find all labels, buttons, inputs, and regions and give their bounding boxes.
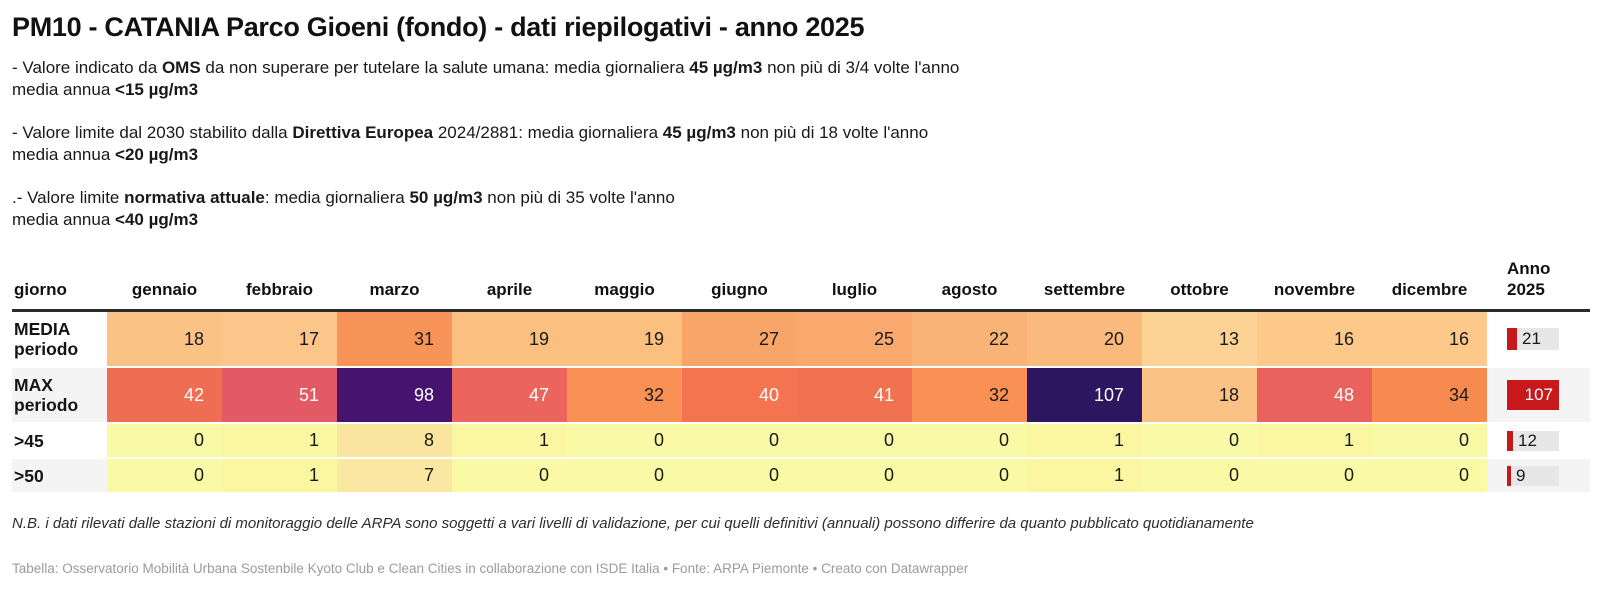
column-header-gennaio: gennaio <box>107 252 222 312</box>
heatmap-cell: 16 <box>1257 312 1372 366</box>
heatmap-cell: 22 <box>912 312 1027 366</box>
column-header-febbraio: febbraio <box>222 252 337 312</box>
heatmap-cell: 17 <box>222 312 337 366</box>
heatmap-cell: 1 <box>452 422 567 457</box>
heatmap-cell: 0 <box>1257 457 1372 492</box>
heatmap-cell: 19 <box>452 312 567 366</box>
column-header-agosto: agosto <box>912 252 1027 312</box>
year-value: 21 <box>1522 329 1541 348</box>
heatmap-cell: 0 <box>1372 457 1487 492</box>
heatmap-cell: 0 <box>107 422 222 457</box>
heatmap-cell: 0 <box>1142 422 1257 457</box>
column-header-settembre: settembre <box>1027 252 1142 312</box>
column-header-maggio: maggio <box>567 252 682 312</box>
heatmap-cell: 0 <box>567 422 682 457</box>
table-row: MAX periodo 42 51 98 47 32 40 41 32 107 18 48 34 107 <box>12 366 1590 422</box>
note-paragraph: .- Valore limite normativa attuale: medi… <box>12 188 675 229</box>
heatmap-cell: 34 <box>1372 366 1487 422</box>
heatmap-cell: 0 <box>912 422 1027 457</box>
heatmap-cell: 32 <box>567 366 682 422</box>
year-bar: 9 <box>1507 465 1559 486</box>
heatmap-cell: 41 <box>797 366 912 422</box>
year-bar: 12 <box>1507 430 1559 451</box>
heatmap-cell: 1 <box>222 457 337 492</box>
heatmap-cell: 47 <box>452 366 567 422</box>
heatmap-cell: 25 <box>797 312 912 366</box>
heatmap-cell: 1 <box>222 422 337 457</box>
year-bar-cell: 9 <box>1487 457 1590 492</box>
row-label: >50 <box>12 457 107 492</box>
year-value: 107 <box>1524 385 1553 404</box>
heatmap-cell: 0 <box>682 457 797 492</box>
heatmap-cell: 42 <box>107 366 222 422</box>
heatmap-cell: 0 <box>797 457 912 492</box>
source-credit-line: Tabella: Osservatorio Mobilità Urbana So… <box>12 561 969 576</box>
heatmap-cell: 18 <box>1142 366 1257 422</box>
table-row: >45 0 1 8 1 0 0 0 0 1 0 1 0 12 <box>12 422 1590 457</box>
column-header-giorno: giorno <box>12 252 107 312</box>
column-header-anno-2025: Anno 2025 <box>1487 252 1590 312</box>
heatmap-cell: 8 <box>337 422 452 457</box>
heatmap-cell: 27 <box>682 312 797 366</box>
note-paragraph: - Valore indicato da OMS da non superare… <box>12 58 960 99</box>
heatmap-cell: 40 <box>682 366 797 422</box>
heatmap-cell: 48 <box>1257 366 1372 422</box>
row-label: MEDIA periodo <box>14 319 79 359</box>
heatmap-cell: 1 <box>1027 457 1142 492</box>
year-bar-fill <box>1507 328 1517 350</box>
year-bar-fill <box>1507 380 1559 410</box>
page-title: PM10 - CATANIA Parco Gioeni (fondo) - da… <box>12 12 865 42</box>
year-value: 12 <box>1518 430 1537 450</box>
heatmap-cell: 20 <box>1027 312 1142 366</box>
column-header-giugno: giugno <box>682 252 797 312</box>
heatmap-cell: 1 <box>1257 422 1372 457</box>
heatmap-cell: 0 <box>452 457 567 492</box>
note-paragraph: - Valore limite dal 2030 stabilito dalla… <box>12 123 929 164</box>
heatmap-cell: 1 <box>1027 422 1142 457</box>
column-header-luglio: luglio <box>797 252 912 312</box>
heatmap-cell: 19 <box>567 312 682 366</box>
heatmap-cell: 16 <box>1372 312 1487 366</box>
heatmap-cell: 0 <box>567 457 682 492</box>
validation-footnote: N.B. i dati rilevati dalle stazioni di m… <box>12 515 1254 532</box>
year-value: 9 <box>1516 465 1526 485</box>
pm10-summary-table: giorno gennaio febbraio marzo aprile maggio gi… <box>12 252 1590 492</box>
year-bar-fill <box>1507 465 1511 486</box>
column-header-aprile: aprile <box>452 252 567 312</box>
heatmap-cell: 51 <box>222 366 337 422</box>
heatmap-cell: 0 <box>107 457 222 492</box>
year-bar-cell: 12 <box>1487 422 1590 457</box>
heatmap-cell: 7 <box>337 457 452 492</box>
year-bar-fill <box>1507 430 1513 451</box>
row-label: MAX periodo <box>12 366 107 422</box>
year-bar: 107 <box>1507 380 1559 410</box>
year-bar-cell: 107 <box>1487 366 1590 422</box>
heatmap-cell: 0 <box>912 457 1027 492</box>
heatmap-cell: 0 <box>1142 457 1257 492</box>
heatmap-cell: 32 <box>912 366 1027 422</box>
heatmap-cell: 0 <box>682 422 797 457</box>
year-bar-cell: 21 <box>1487 312 1590 366</box>
table-row: >50 0 1 7 0 0 0 0 0 1 0 0 0 9 <box>12 457 1590 492</box>
heatmap-cell: 31 <box>337 312 452 366</box>
year-bar: 21 <box>1507 328 1559 350</box>
heatmap-cell: 0 <box>1372 422 1487 457</box>
column-header-marzo: marzo <box>337 252 452 312</box>
row-label: >45 <box>12 422 107 457</box>
heatmap-cell: 98 <box>337 366 452 422</box>
datawrapper-table-page: PM10 - CATANIA Parco Gioeni (fondo) - da… <box>12 12 1590 576</box>
limit-notes: - Valore indicato da OMS da non superare… <box>12 57 1588 231</box>
table-header-row: giorno gennaio febbraio marzo aprile maggio gi… <box>12 252 1590 312</box>
heatmap-cell: 0 <box>797 422 912 457</box>
column-header-ottobre: ottobre <box>1142 252 1257 312</box>
heatmap-cell: 13 <box>1142 312 1257 366</box>
column-header-novembre: novembre <box>1257 252 1372 312</box>
column-header-dicembre: dicembre <box>1372 252 1487 312</box>
heatmap-cell: 107 <box>1027 366 1142 422</box>
heatmap-cell: 18 <box>107 312 222 366</box>
table-row: MEDIA periodo 18 17 31 19 19 27 25 22 20 13 16 16 21 <box>12 312 1590 366</box>
